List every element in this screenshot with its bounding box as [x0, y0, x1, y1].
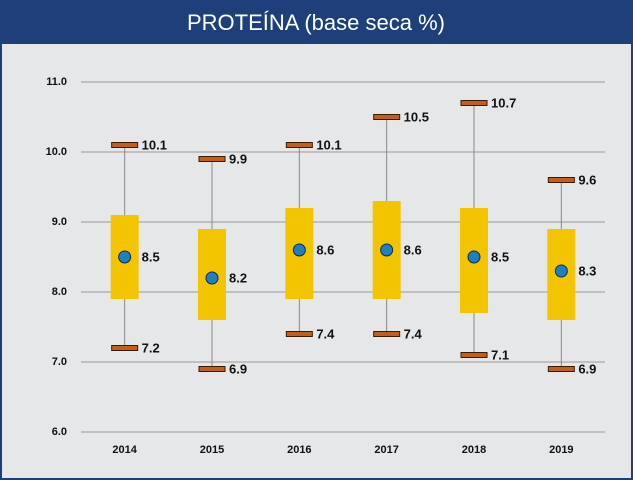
mean-marker	[118, 250, 132, 264]
mean-marker	[292, 243, 306, 257]
min-cap	[373, 331, 401, 337]
max-cap	[547, 177, 575, 183]
max-cap	[198, 156, 226, 162]
chart-title: PROTEÍNA (base seca %)	[187, 10, 445, 35]
mean-label: 8.6	[316, 242, 334, 257]
mean-label: 8.6	[404, 242, 422, 257]
max-label: 9.6	[578, 172, 596, 187]
mean-label: 8.5	[491, 249, 509, 264]
max-cap	[373, 114, 401, 120]
min-label: 7.1	[491, 347, 509, 362]
x-tick-label: 2015	[200, 444, 224, 456]
min-label: 6.9	[578, 361, 596, 376]
max-label: 10.1	[142, 137, 167, 152]
min-label: 7.4	[404, 326, 423, 341]
mean-marker	[205, 271, 219, 285]
max-cap	[111, 142, 139, 148]
min-cap	[285, 331, 313, 337]
max-cap	[460, 100, 488, 106]
y-tick-label: 7.0	[52, 356, 67, 368]
min-cap	[198, 366, 226, 372]
y-tick-label: 11.0	[46, 76, 67, 88]
y-tick-label: 10.0	[46, 146, 67, 158]
x-tick-label: 2018	[462, 444, 486, 456]
min-label: 7.2	[142, 340, 160, 355]
min-cap	[547, 366, 575, 372]
mean-label: 8.2	[229, 270, 247, 285]
min-cap	[460, 352, 488, 358]
mean-marker	[554, 264, 568, 278]
mean-marker	[380, 243, 394, 257]
min-label: 6.9	[229, 361, 247, 376]
max-label: 10.1	[316, 137, 341, 152]
min-label: 7.4	[316, 326, 335, 341]
x-tick-label: 2016	[287, 444, 311, 456]
max-label: 9.9	[229, 151, 247, 166]
mean-marker	[467, 250, 481, 264]
y-tick-label: 6.0	[52, 426, 67, 438]
mean-label: 8.5	[142, 249, 160, 264]
max-label: 10.5	[404, 109, 429, 124]
x-tick-label: 2017	[374, 444, 398, 456]
y-tick-label: 9.0	[52, 216, 67, 228]
mean-label: 8.3	[578, 263, 596, 278]
y-tick-label: 8.0	[52, 286, 67, 298]
max-label: 10.7	[491, 95, 516, 110]
max-cap	[285, 142, 313, 148]
min-cap	[111, 345, 139, 351]
plot-background	[2, 44, 631, 478]
x-tick-label: 2014	[112, 444, 137, 456]
x-tick-label: 2019	[549, 444, 573, 456]
